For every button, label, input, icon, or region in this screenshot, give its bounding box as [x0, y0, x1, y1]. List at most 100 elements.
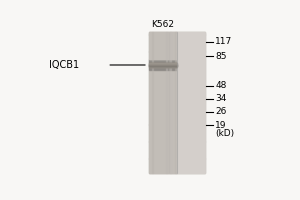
Bar — [149, 158, 177, 159]
Bar — [177, 120, 205, 121]
Bar — [149, 106, 177, 107]
Bar — [177, 171, 205, 172]
Bar — [177, 63, 205, 64]
Bar — [177, 107, 205, 108]
Bar — [149, 168, 177, 169]
Bar — [149, 167, 177, 168]
Bar — [149, 130, 177, 131]
Bar — [177, 121, 205, 122]
Bar — [177, 112, 205, 113]
Bar — [177, 151, 205, 152]
Bar — [149, 102, 177, 103]
Bar — [149, 57, 177, 58]
Bar — [149, 133, 177, 134]
Bar — [149, 141, 177, 142]
Bar — [177, 135, 205, 136]
Bar — [177, 146, 205, 147]
Bar — [149, 41, 177, 42]
Bar — [177, 89, 205, 90]
Bar — [177, 72, 205, 73]
Bar — [177, 111, 205, 112]
Bar — [149, 162, 177, 163]
Bar — [177, 54, 205, 55]
Bar — [177, 105, 205, 106]
Bar — [177, 39, 205, 40]
Bar — [149, 158, 177, 159]
Bar — [177, 132, 205, 133]
Bar — [177, 44, 205, 45]
Bar — [149, 32, 177, 33]
Bar — [149, 52, 177, 53]
Bar — [149, 35, 177, 36]
Bar — [149, 144, 177, 145]
Bar — [177, 115, 205, 116]
Bar — [149, 105, 177, 106]
Bar — [177, 61, 205, 62]
Bar — [177, 164, 205, 165]
Bar — [149, 36, 177, 37]
Text: 48: 48 — [215, 81, 227, 90]
Bar — [177, 83, 205, 84]
Bar — [177, 34, 205, 35]
Bar — [149, 94, 177, 95]
Bar — [177, 131, 205, 132]
Bar — [149, 157, 177, 158]
Bar — [149, 104, 177, 105]
Bar — [149, 116, 177, 117]
Bar — [149, 124, 177, 125]
Bar — [177, 102, 205, 103]
Bar — [177, 166, 205, 167]
Bar — [149, 164, 177, 165]
Bar — [177, 103, 205, 104]
Bar — [149, 163, 177, 164]
Bar — [177, 149, 205, 150]
Bar — [177, 81, 205, 82]
Bar — [177, 71, 205, 72]
Bar — [149, 117, 177, 118]
Bar — [177, 147, 205, 148]
Bar — [149, 67, 177, 68]
Bar — [177, 150, 205, 151]
Bar — [177, 69, 205, 70]
Bar — [149, 103, 177, 104]
Bar — [177, 167, 205, 168]
Text: 117: 117 — [215, 37, 232, 46]
Bar — [149, 139, 177, 140]
Bar — [177, 49, 205, 50]
Bar — [177, 55, 205, 56]
Bar — [149, 38, 177, 39]
Text: IQCB1: IQCB1 — [49, 60, 79, 70]
Bar — [149, 51, 177, 52]
Bar — [149, 61, 177, 62]
Bar — [149, 90, 177, 91]
Bar — [177, 59, 205, 60]
Bar — [177, 73, 205, 74]
Bar — [149, 79, 177, 80]
Bar — [149, 118, 177, 119]
Bar — [149, 172, 177, 173]
Bar — [149, 165, 177, 166]
Bar — [177, 97, 205, 98]
Bar — [149, 87, 177, 88]
Text: 19: 19 — [215, 121, 227, 130]
Bar — [149, 120, 177, 121]
Bar — [177, 75, 205, 76]
Bar — [177, 172, 205, 173]
Bar — [177, 80, 205, 81]
Bar — [177, 68, 205, 69]
Bar — [149, 44, 177, 45]
Bar — [177, 50, 205, 51]
Bar — [149, 56, 177, 57]
Bar — [177, 96, 205, 97]
Bar — [149, 99, 177, 100]
Text: (kD): (kD) — [215, 129, 235, 138]
Bar — [177, 124, 205, 125]
Bar — [149, 77, 177, 78]
Bar — [149, 155, 177, 156]
Bar — [149, 132, 177, 133]
Bar — [177, 33, 205, 34]
Bar — [177, 140, 205, 141]
Bar — [149, 143, 177, 144]
Bar — [177, 119, 205, 120]
Bar — [177, 154, 205, 155]
